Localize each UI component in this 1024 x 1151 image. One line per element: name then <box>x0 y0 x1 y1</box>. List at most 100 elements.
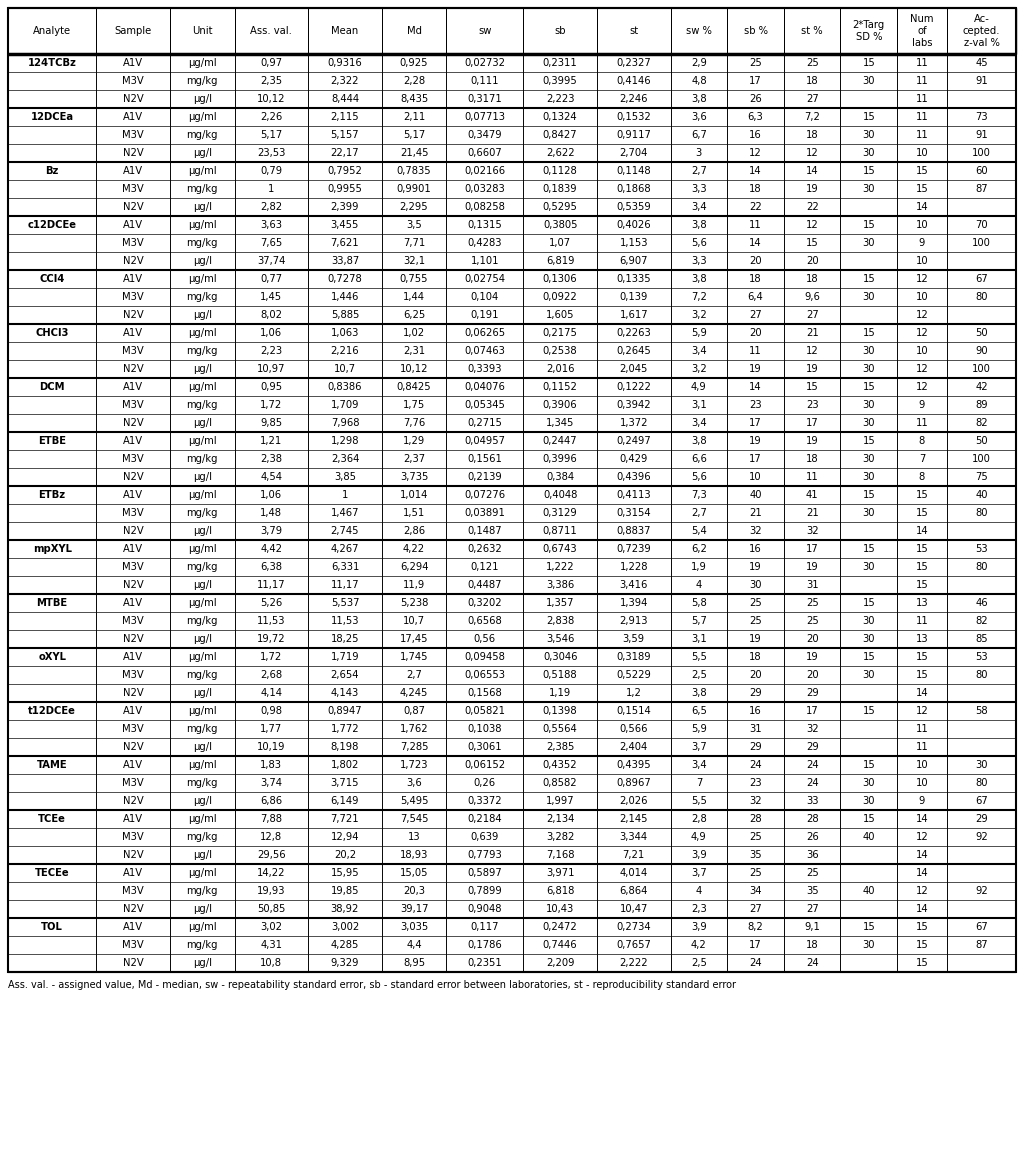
Bar <box>234 558 308 576</box>
Bar <box>170 90 234 108</box>
Bar <box>597 216 671 234</box>
Bar <box>727 125 783 144</box>
Bar <box>841 756 897 773</box>
Bar <box>841 576 897 594</box>
Text: 0,03891: 0,03891 <box>464 508 505 518</box>
Bar <box>170 342 234 360</box>
Text: mg/kg: mg/kg <box>186 508 218 518</box>
Text: 2,399: 2,399 <box>331 201 359 212</box>
Bar <box>597 558 671 576</box>
Text: N2V: N2V <box>123 688 143 698</box>
Bar <box>382 773 446 792</box>
Text: 4,14: 4,14 <box>260 688 283 698</box>
Text: Num
of
labs: Num of labs <box>910 15 934 47</box>
Bar <box>597 721 671 738</box>
Text: 100: 100 <box>972 238 991 247</box>
Text: 58: 58 <box>975 706 988 716</box>
Text: 5,238: 5,238 <box>399 599 428 608</box>
Text: 8,444: 8,444 <box>331 94 359 104</box>
Bar <box>671 108 727 125</box>
Bar <box>897 846 947 864</box>
Text: 0,3393: 0,3393 <box>468 364 502 374</box>
Text: 0,02166: 0,02166 <box>464 166 506 176</box>
Text: 18: 18 <box>750 651 762 662</box>
Bar <box>170 8 234 54</box>
Text: 10: 10 <box>915 346 929 356</box>
Text: A1V: A1V <box>123 922 143 932</box>
Bar <box>523 540 597 558</box>
Text: 5,157: 5,157 <box>331 130 359 140</box>
Bar <box>446 666 523 684</box>
Bar <box>308 918 382 936</box>
Bar <box>597 828 671 846</box>
Bar <box>523 162 597 180</box>
Text: 2,223: 2,223 <box>546 94 574 104</box>
Text: N2V: N2V <box>123 849 143 860</box>
Text: 0,1568: 0,1568 <box>467 688 502 698</box>
Bar <box>897 342 947 360</box>
Bar <box>671 864 727 882</box>
Text: 60: 60 <box>975 166 988 176</box>
Text: 3,63: 3,63 <box>260 220 283 230</box>
Bar <box>308 630 382 648</box>
Bar <box>947 486 1016 504</box>
Bar <box>308 558 382 576</box>
Text: 0,4026: 0,4026 <box>616 220 651 230</box>
Bar <box>841 54 897 73</box>
Text: μg/l: μg/l <box>193 849 212 860</box>
Bar <box>671 540 727 558</box>
Bar <box>897 721 947 738</box>
Text: 0,7239: 0,7239 <box>616 544 651 554</box>
Text: 0,1868: 0,1868 <box>616 184 651 195</box>
Bar <box>727 234 783 252</box>
Text: 3,79: 3,79 <box>260 526 283 536</box>
Bar <box>170 612 234 630</box>
Text: 0,2715: 0,2715 <box>467 418 502 428</box>
Text: 100: 100 <box>972 453 991 464</box>
Bar <box>96 468 170 486</box>
Bar <box>96 504 170 523</box>
Text: 11: 11 <box>915 58 929 68</box>
Bar <box>897 864 947 882</box>
Bar <box>382 378 446 396</box>
Text: 2,37: 2,37 <box>403 453 425 464</box>
Text: N2V: N2V <box>123 580 143 590</box>
Bar <box>170 162 234 180</box>
Text: 20: 20 <box>806 670 818 680</box>
Bar <box>523 864 597 882</box>
Text: 0,05345: 0,05345 <box>464 401 505 410</box>
Text: 30: 30 <box>862 292 876 302</box>
Bar <box>96 234 170 252</box>
Text: 20,2: 20,2 <box>334 849 356 860</box>
Bar <box>382 162 446 180</box>
Bar <box>841 684 897 702</box>
Text: A1V: A1V <box>123 220 143 230</box>
Bar <box>234 702 308 721</box>
Text: 4,9: 4,9 <box>691 832 707 843</box>
Text: 1,9: 1,9 <box>691 562 707 572</box>
Bar <box>170 954 234 971</box>
Text: 12,8: 12,8 <box>260 832 283 843</box>
Text: 1,709: 1,709 <box>331 401 359 410</box>
Text: 14: 14 <box>915 526 929 536</box>
Text: 8,435: 8,435 <box>400 94 428 104</box>
Bar <box>234 342 308 360</box>
Bar <box>446 612 523 630</box>
Text: M3V: M3V <box>122 670 144 680</box>
Text: 3,7: 3,7 <box>691 742 707 752</box>
Bar <box>234 612 308 630</box>
Bar <box>783 936 841 954</box>
Text: DCM: DCM <box>39 382 65 392</box>
Bar <box>597 234 671 252</box>
Text: M3V: M3V <box>122 616 144 626</box>
Text: 12: 12 <box>915 886 929 895</box>
Text: 0,9117: 0,9117 <box>616 130 651 140</box>
Text: 15: 15 <box>862 166 876 176</box>
Text: μg/l: μg/l <box>193 796 212 806</box>
Text: 0,4283: 0,4283 <box>468 238 502 247</box>
Text: 2,8: 2,8 <box>691 814 707 824</box>
Bar <box>308 954 382 971</box>
Text: 12: 12 <box>915 328 929 338</box>
Bar <box>727 306 783 323</box>
Bar <box>523 773 597 792</box>
